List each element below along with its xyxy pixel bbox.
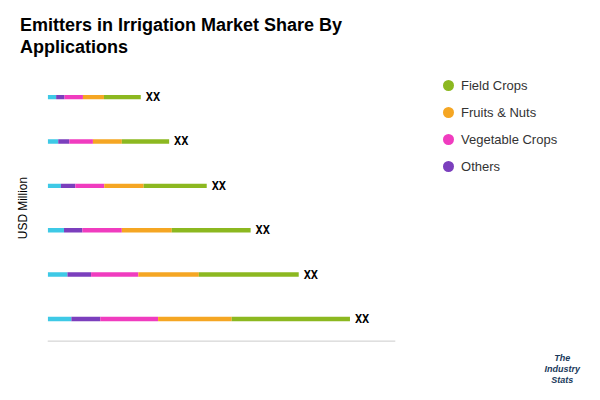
- svg-text:XX: XX: [146, 90, 161, 104]
- html-text:Others: Others: [461, 159, 500, 174]
- svg-text:XX: XX: [212, 179, 227, 193]
- html-text:Stats: Stats: [551, 375, 574, 385]
- svg-text:XX: XX: [355, 312, 370, 326]
- html-text:The: The: [554, 353, 571, 363]
- svg-text:XX: XX: [256, 223, 271, 237]
- svg-text:USD Million: USD Million: [16, 177, 30, 239]
- html-text:Field Crops: Field Crops: [461, 78, 528, 93]
- svg-text:XX: XX: [174, 135, 189, 149]
- html-text:Applications: Applications: [20, 37, 128, 57]
- html-text:Industry: Industry: [544, 364, 580, 374]
- svg-text:XX: XX: [304, 268, 319, 282]
- html-text:Emitters in Irrigation Market: Emitters in Irrigation Market Share By: [20, 15, 343, 35]
- html-text:Vegetable Crops: Vegetable Crops: [461, 132, 558, 147]
- html-text:Fruits & Nuts: Fruits & Nuts: [461, 105, 537, 120]
